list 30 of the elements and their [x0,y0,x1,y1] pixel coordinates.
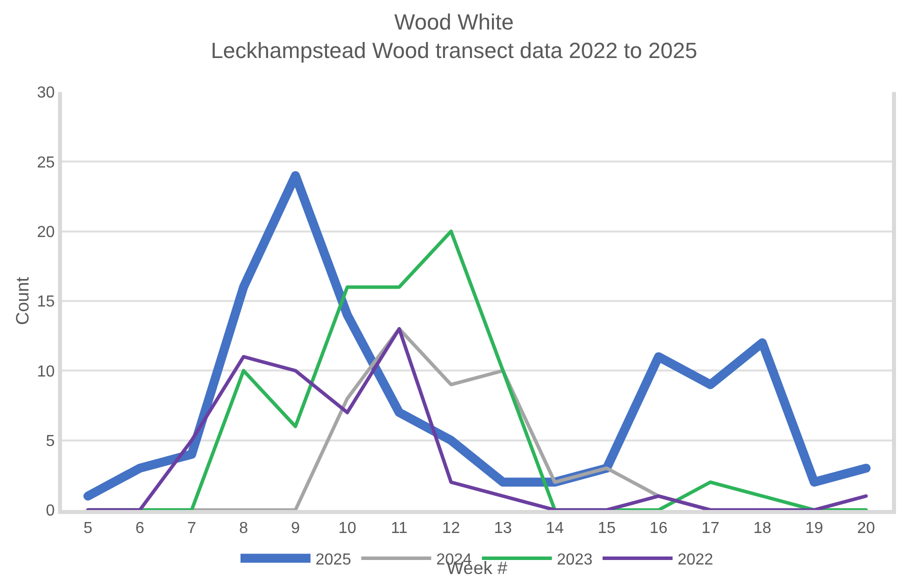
legend-label: 2022 [678,551,714,568]
x-tick-label: 15 [598,520,616,538]
x-tick-label: 18 [753,520,772,538]
x-tick-label: 7 [187,520,196,538]
y-tick-label: 10 [37,363,55,380]
x-tick-label: 9 [290,520,300,538]
y-tick-label: 30 [37,84,55,102]
y-tick-label: 0 [46,502,55,520]
y-tick-label: 20 [37,224,55,241]
chart-title: Wood White [394,9,514,34]
x-tick-label: 11 [390,520,408,538]
x-tick-label: 5 [83,520,92,538]
chart-subtitle: Leckhampstead Wood transect data 2022 to 2025 [210,38,698,63]
y-tick-label: 15 [37,294,55,311]
x-tick-label: 12 [442,520,460,538]
legend-label: 2025 [316,551,352,568]
y-tick-label: 25 [37,154,55,172]
x-tick-label: 14 [546,520,564,538]
y-tick-label: 5 [46,432,55,450]
x-tick-label: 10 [338,520,356,538]
x-tick-label: 19 [805,520,824,538]
x-tick-label: 8 [239,520,248,538]
legend-label: 2023 [556,551,593,568]
y-axis-title: Count [12,276,33,326]
x-tick-label: 13 [494,520,512,538]
line-series [86,327,868,510]
x-tick-label: 17 [702,520,720,538]
x-tick-label: 16 [650,520,668,538]
x-tick-label: 20 [857,520,876,538]
x-tick-label: 6 [135,520,144,538]
